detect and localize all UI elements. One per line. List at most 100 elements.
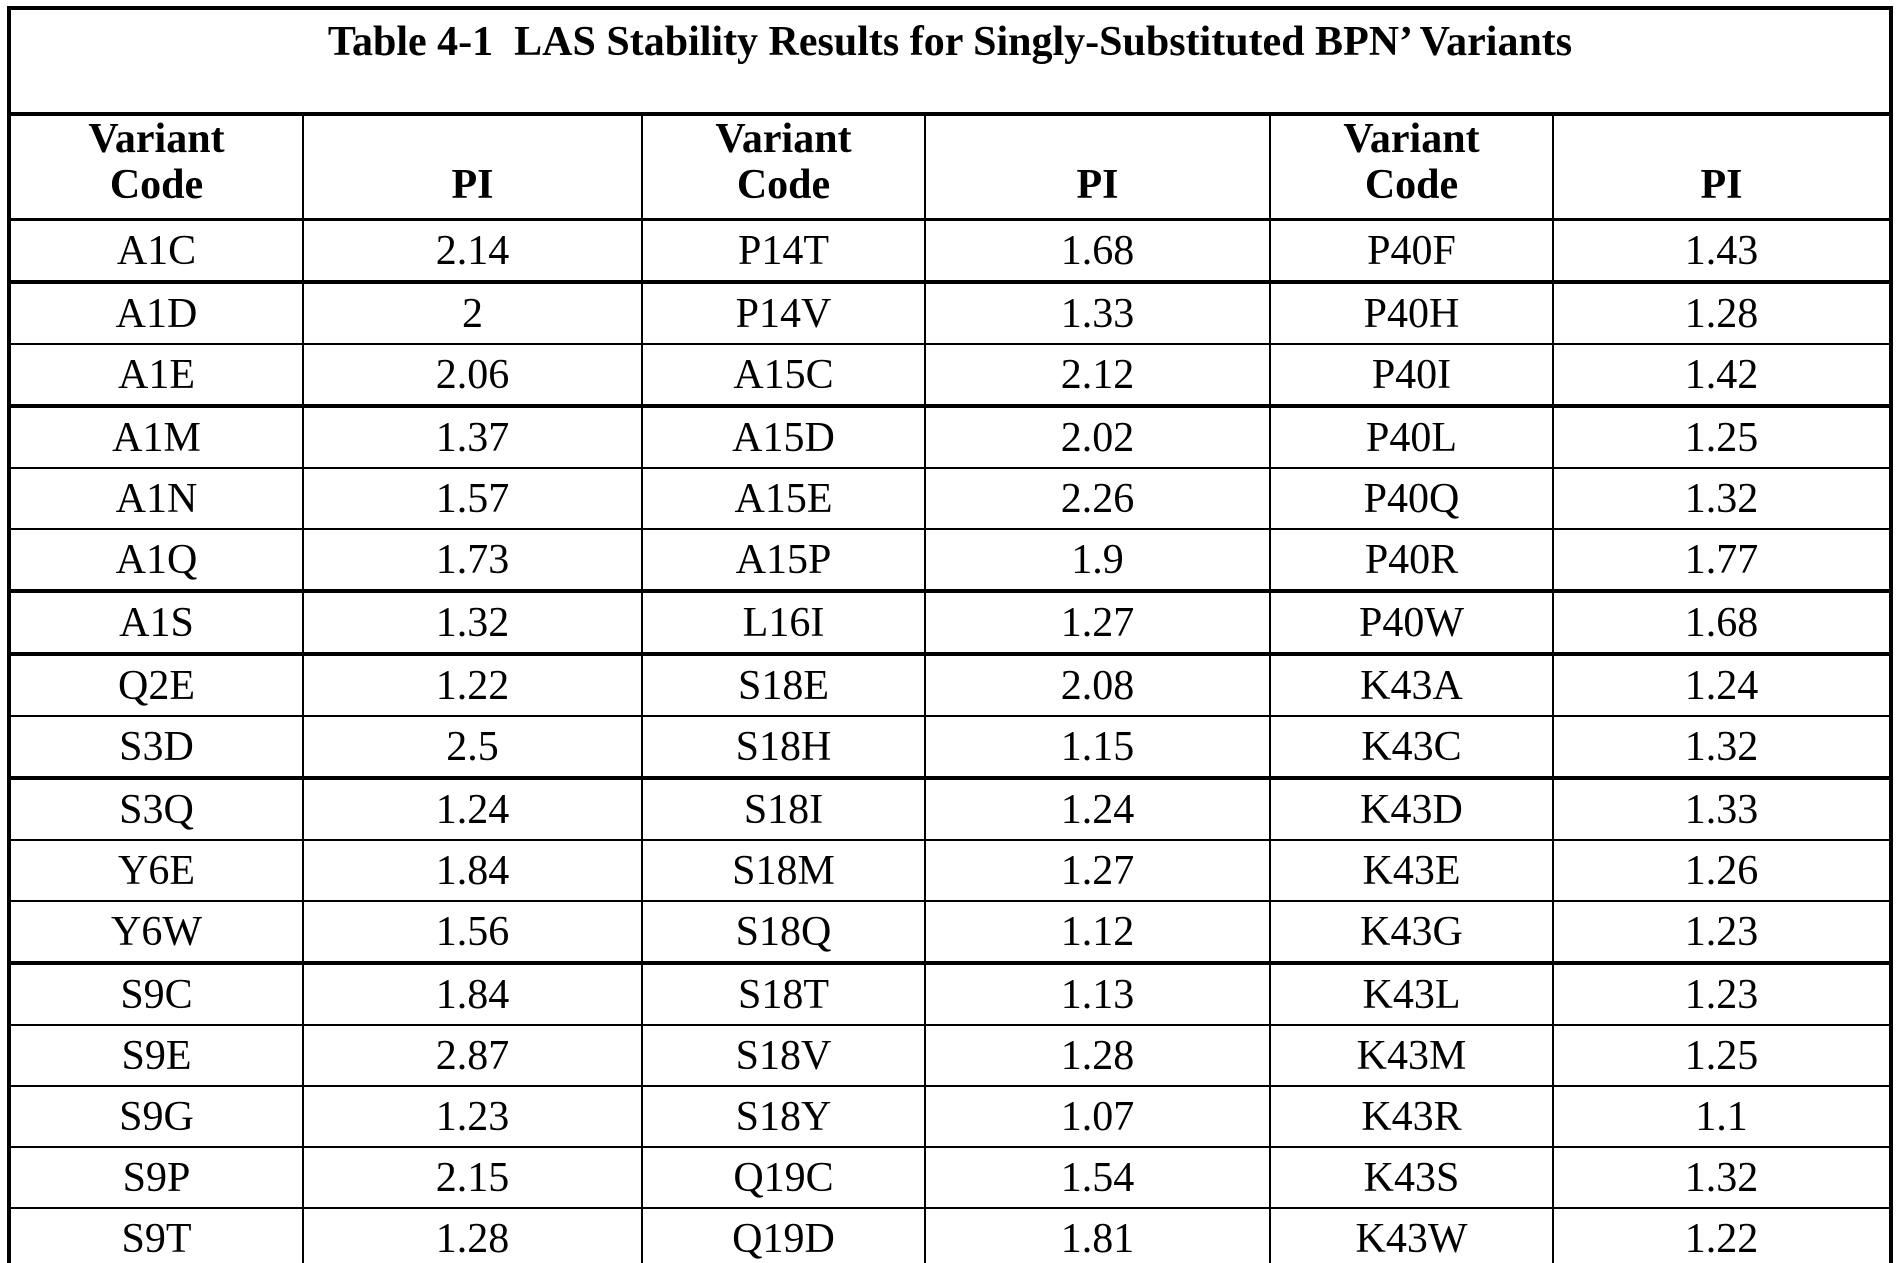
pi-value-cell: 1.15: [924, 715, 1271, 781]
variant-code-cell: S9P: [8, 1146, 304, 1210]
table-row: S3D 2.5 S18H 1.15 K43C 1.32: [8, 715, 1892, 781]
variant-code-cell: P40R: [1269, 528, 1554, 594]
pi-value-cell: 1.25: [1552, 1024, 1892, 1088]
pi-value-cell: 1.32: [1552, 467, 1892, 531]
table-row: A1Q 1.73 A15P 1.9 P40R 1.77: [8, 528, 1892, 594]
pi-value-cell: 1.24: [302, 777, 643, 842]
variant-code-cell: A1E: [8, 343, 304, 409]
variant-code-cell: Q19C: [641, 1146, 926, 1210]
pi-value-cell: 1.9: [924, 528, 1271, 594]
pi-value-cell: 1.25: [1552, 405, 1892, 470]
variant-code-cell: S9G: [8, 1085, 304, 1149]
variant-code-cell: P14T: [641, 218, 926, 285]
variant-code-cell: K43G: [1269, 900, 1554, 966]
header-variant-line2: Code: [1364, 162, 1459, 209]
table-row: S3Q 1.24 S18I 1.24 K43D 1.33: [8, 777, 1892, 842]
variant-code-cell: Q2E: [8, 653, 304, 718]
table-row: A1N 1.57 A15E 2.26 P40Q 1.32: [8, 467, 1892, 531]
pi-value-cell: 1.37: [302, 405, 643, 470]
variant-code-cell: P40L: [1269, 405, 1554, 470]
variant-code-cell: Q19D: [641, 1207, 926, 1263]
pi-value-cell: 2.06: [302, 343, 643, 409]
pi-value-cell: 1.24: [1552, 653, 1892, 718]
pi-value-cell: 1.32: [1552, 715, 1892, 781]
header-pi-3: PI: [1552, 113, 1892, 222]
variant-code-cell: A15E: [641, 467, 926, 531]
table-row: S9T 1.28 Q19D 1.81 K43W 1.22: [8, 1207, 1892, 1263]
pi-value-cell: 1.27: [924, 590, 1271, 657]
variant-code-cell: A1D: [8, 281, 304, 346]
table-body: A1C 2.14 P14T 1.68 P40F 1.43 A1D 2 P14V …: [8, 218, 1892, 1263]
variant-code-cell: S18Y: [641, 1085, 926, 1149]
variant-code-cell: K43W: [1269, 1207, 1554, 1263]
table-row: A1D 2 P14V 1.33 P40H 1.28: [8, 281, 1892, 346]
variant-code-cell: P40F: [1269, 218, 1554, 285]
pi-value-cell: 1.73: [302, 528, 643, 594]
pi-value-cell: 1.68: [1552, 590, 1892, 657]
variant-code-cell: A1M: [8, 405, 304, 470]
variant-code-cell: S9C: [8, 962, 304, 1027]
pi-value-cell: 1.24: [924, 777, 1271, 842]
pi-value-cell: 1.12: [924, 900, 1271, 966]
variant-code-cell: A15P: [641, 528, 926, 594]
pi-value-cell: 1.28: [924, 1024, 1271, 1088]
pi-value-cell: 1.84: [302, 839, 643, 903]
pi-value-cell: 1.43: [1552, 218, 1892, 285]
table-row: Y6E 1.84 S18M 1.27 K43E 1.26: [8, 839, 1892, 903]
variant-code-cell: K43E: [1269, 839, 1554, 903]
pi-value-cell: 2.15: [302, 1146, 643, 1210]
header-variant-line1: Variant: [715, 116, 852, 162]
variant-code-cell: P14V: [641, 281, 926, 346]
pi-value-cell: 2.02: [924, 405, 1271, 470]
variant-code-cell: K43A: [1269, 653, 1554, 718]
table-title: Table 4-1 LAS Stability Results for Sing…: [8, 7, 1892, 116]
variant-code-cell: A1Q: [8, 528, 304, 594]
title-row: Table 4-1 LAS Stability Results for Sing…: [8, 7, 1892, 116]
variant-code-cell: A15D: [641, 405, 926, 470]
pi-value-cell: 1.23: [302, 1085, 643, 1149]
table-row: A1S 1.32 L16I 1.27 P40W 1.68: [8, 590, 1892, 657]
pi-value-cell: 2.87: [302, 1024, 643, 1088]
variant-code-cell: S3D: [8, 715, 304, 781]
pi-value-cell: 1.27: [924, 839, 1271, 903]
header-variant-line2: Code: [736, 162, 831, 209]
variant-code-cell: A1N: [8, 467, 304, 531]
variant-code-cell: K43D: [1269, 777, 1554, 842]
pi-value-cell: 1.1: [1552, 1085, 1892, 1149]
table-row: Y6W 1.56 S18Q 1.12 K43G 1.23: [8, 900, 1892, 966]
variant-code-cell: A1S: [8, 590, 304, 657]
pi-value-cell: 2.14: [302, 218, 643, 285]
pi-value-cell: 1.81: [924, 1207, 1271, 1263]
pi-value-cell: 2.5: [302, 715, 643, 781]
pi-value-cell: 1.23: [1552, 962, 1892, 1027]
variant-code-cell: S18Q: [641, 900, 926, 966]
table-row: S9G 1.23 S18Y 1.07 K43R 1.1: [8, 1085, 1892, 1149]
variant-code-cell: L16I: [641, 590, 926, 657]
pi-value-cell: 2.12: [924, 343, 1271, 409]
pi-value-cell: 1.22: [1552, 1207, 1892, 1263]
pi-value-cell: 1.23: [1552, 900, 1892, 966]
pi-value-cell: 2.08: [924, 653, 1271, 718]
pi-value-cell: 1.32: [302, 590, 643, 657]
pi-value-cell: 1.68: [924, 218, 1271, 285]
las-stability-table: Table 4-1 LAS Stability Results for Sing…: [7, 6, 1893, 1263]
variant-code-cell: K43L: [1269, 962, 1554, 1027]
variant-code-cell: Y6W: [8, 900, 304, 966]
variant-code-cell: K43M: [1269, 1024, 1554, 1088]
header-row: Variant Code PI Variant Code PI Variant …: [8, 113, 1892, 222]
variant-code-cell: Y6E: [8, 839, 304, 903]
pi-value-cell: 1.33: [1552, 777, 1892, 842]
pi-value-cell: 1.56: [302, 900, 643, 966]
variant-code-cell: P40I: [1269, 343, 1554, 409]
variant-code-cell: S9E: [8, 1024, 304, 1088]
pi-value-cell: 1.42: [1552, 343, 1892, 409]
variant-code-cell: S18I: [641, 777, 926, 842]
pi-value-cell: 1.13: [924, 962, 1271, 1027]
table-row: A1E 2.06 A15C 2.12 P40I 1.42: [8, 343, 1892, 409]
pi-value-cell: 2.26: [924, 467, 1271, 531]
pi-value-cell: 1.28: [302, 1207, 643, 1263]
variant-code-cell: P40H: [1269, 281, 1554, 346]
table-row: S9P 2.15 Q19C 1.54 K43S 1.32: [8, 1146, 1892, 1210]
variant-code-cell: P40W: [1269, 590, 1554, 657]
